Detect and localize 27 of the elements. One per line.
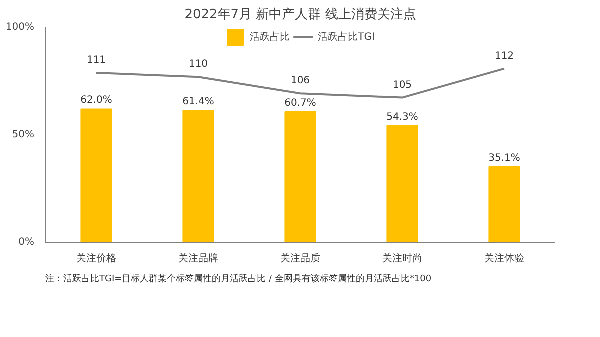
y-tick-label: 100% [6, 22, 35, 33]
chart-title: 2022年7月 新中产人群 线上消费关注点 [184, 8, 416, 22]
y-tick-label: 0% [18, 237, 35, 248]
bar [80, 108, 112, 242]
text: 注：活跃占比TGI=目标人群某个标签属性的月活跃占比 / 全网具有该标签属性的月活跃占比*100 [46, 274, 432, 284]
legend-label: 活跃占比TGI [318, 30, 375, 44]
x-tick-label: 关注品牌 [178, 252, 218, 264]
y-tick-label: 50% [12, 130, 35, 140]
data-label: 105 [392, 80, 412, 91]
data-label: 62.0% [80, 95, 112, 106]
data-label: 110 [188, 59, 208, 70]
data-label: 35.1% [488, 153, 520, 164]
data-label: 54.3% [386, 112, 418, 123]
x-tick-label: 关注品质 [280, 252, 320, 264]
bar [284, 111, 316, 242]
bar [488, 166, 520, 242]
x-tick-label: 关注价格 [76, 252, 116, 264]
bar [386, 125, 418, 242]
data-label: 61.4% [182, 96, 214, 108]
data-label: 112 [494, 50, 514, 62]
data-label: 106 [290, 76, 310, 87]
x-tick-label: 关注时尚 [382, 252, 422, 264]
bar [182, 110, 214, 242]
data-label: 60.7% [284, 98, 316, 109]
legend-label: 活跃占比 [250, 30, 290, 44]
x-tick-label: 关注体验 [484, 252, 524, 264]
data-label: 111 [86, 54, 106, 66]
